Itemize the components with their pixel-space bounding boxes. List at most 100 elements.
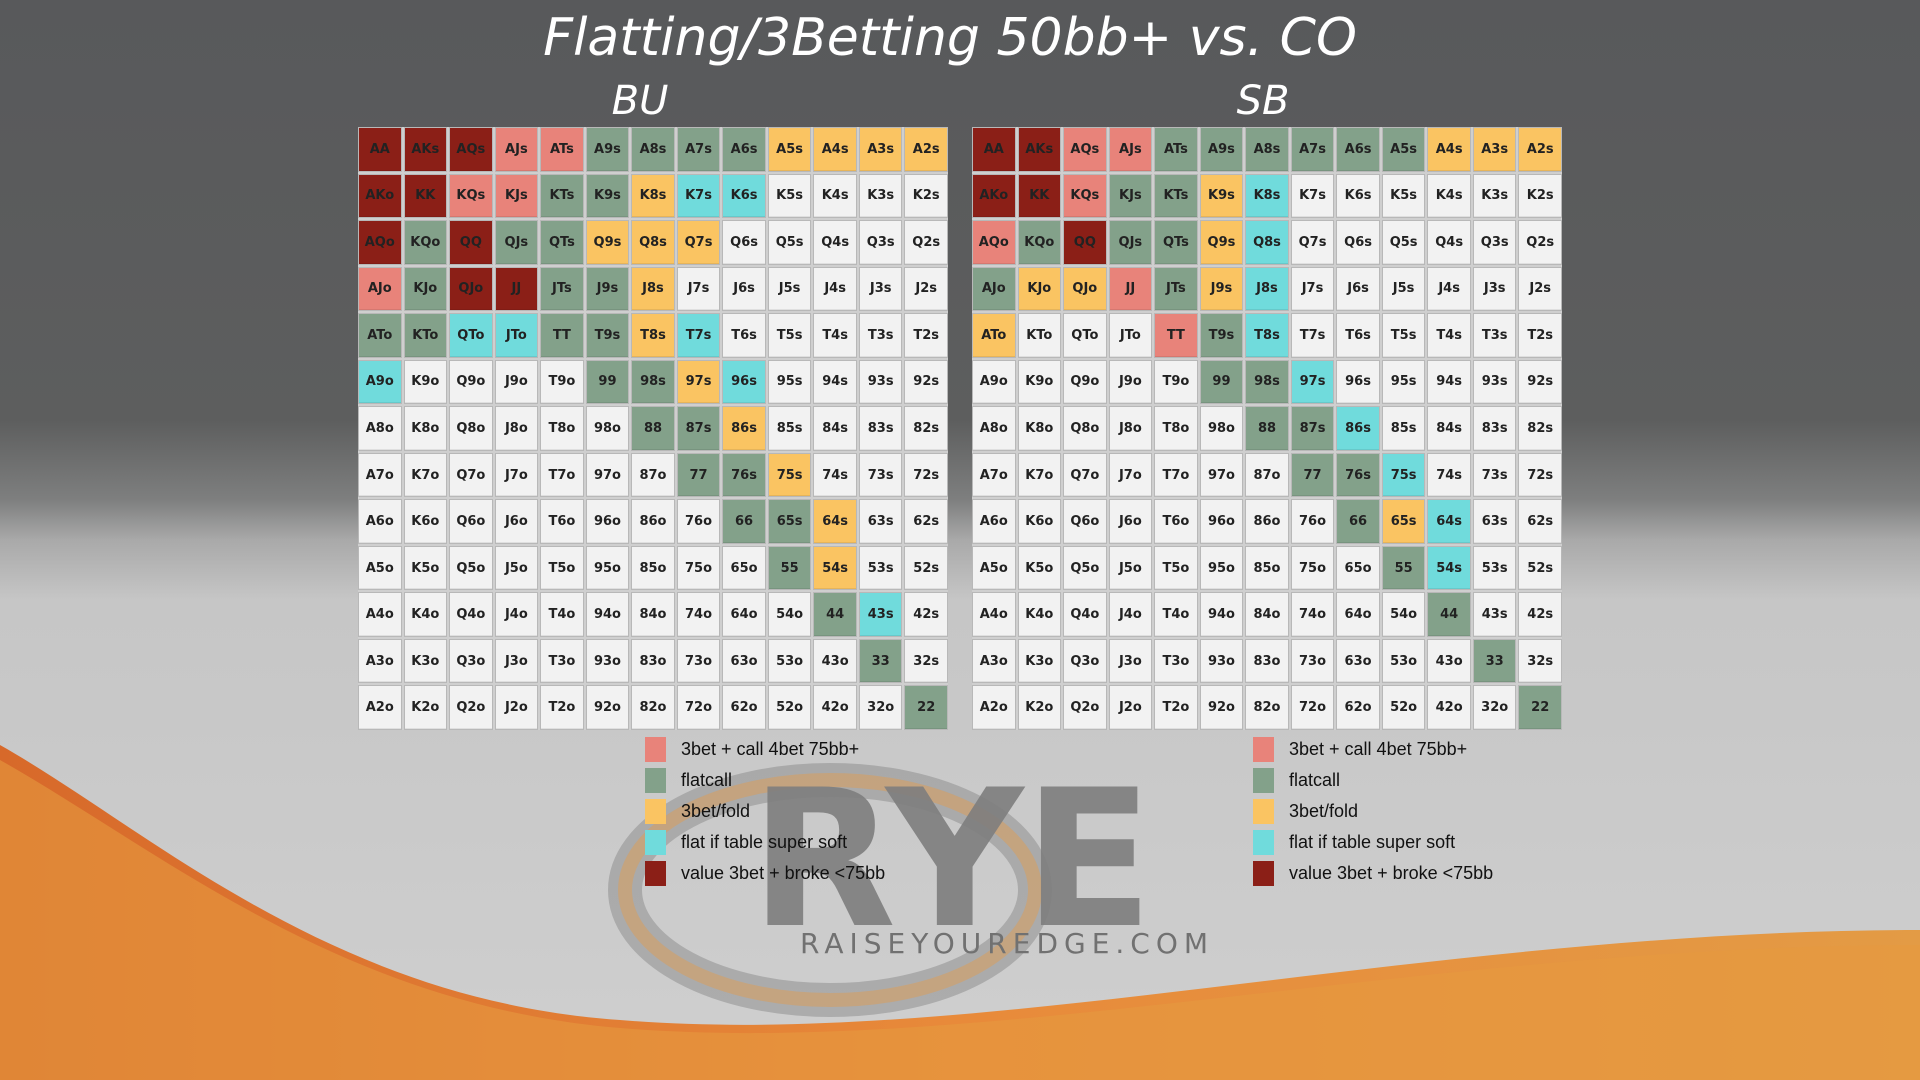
hand-cell-83o: 83o <box>631 638 675 684</box>
legend-label: 3bet + call 4bet 75bb+ <box>681 739 860 759</box>
hand-cell-A4s: A4s <box>813 127 857 172</box>
hand-cell-87o: 87o <box>631 452 675 498</box>
hand-cell-66: 66 <box>722 499 766 544</box>
panel-title-sb: SB <box>1236 78 1290 124</box>
legend-swatch <box>1253 768 1274 793</box>
hand-cell-A4s: A4s <box>1427 127 1471 172</box>
legend-swatch <box>1253 861 1274 886</box>
hand-cell-95s: 95s <box>767 359 812 405</box>
hand-cell-A3s: A3s <box>1472 127 1517 172</box>
hand-cell-KJo: KJo <box>1017 266 1062 312</box>
hand-cell-84s: 84s <box>813 406 857 451</box>
hand-cell-J2o: J2o <box>1108 685 1153 730</box>
hand-cell-A5s: A5s <box>1381 127 1426 172</box>
hand-cell-ATs: ATs <box>540 127 584 172</box>
hand-cell-54s: 54s <box>813 545 857 591</box>
hand-cell-A8o: A8o <box>358 406 402 451</box>
hand-cell-TT: TT <box>1154 313 1198 358</box>
hand-cell-JJ: JJ <box>494 266 539 312</box>
hand-cell-KJs: KJs <box>1108 173 1153 219</box>
hand-cell-74s: 74s <box>813 452 857 498</box>
hand-cell-86o: 86o <box>1245 499 1289 544</box>
hand-cell-J6o: J6o <box>1108 499 1153 544</box>
hand-cell-K5s: K5s <box>1381 173 1426 219</box>
hand-cell-T4s: T4s <box>813 313 857 358</box>
hand-cell-J4o: J4o <box>494 592 539 637</box>
hand-cell-42o: 42o <box>813 685 857 730</box>
hand-cell-65o: 65o <box>722 545 766 591</box>
hand-cell-A8o: A8o <box>972 406 1016 451</box>
hand-cell-A7o: A7o <box>972 452 1016 498</box>
hand-cell-42o: 42o <box>1427 685 1471 730</box>
hand-cell-T9o: T9o <box>1154 359 1198 405</box>
hand-cell-73o: 73o <box>1290 638 1335 684</box>
hand-cell-QTs: QTs <box>540 220 584 265</box>
hand-cell-A7o: A7o <box>358 452 402 498</box>
hand-cell-T9s: T9s <box>585 313 630 358</box>
hand-cell-Q6o: Q6o <box>1063 499 1107 544</box>
legend-swatch <box>645 737 666 762</box>
hand-cell-KTo: KTo <box>403 313 448 358</box>
legend-swatch <box>1253 799 1274 824</box>
hand-cell-ATo: ATo <box>358 313 402 358</box>
svg-text:RYE: RYE <box>750 749 1153 970</box>
hand-cell-73o: 73o <box>676 638 721 684</box>
legend-swatch <box>1253 737 1274 762</box>
legend-label: flat if table super soft <box>1289 832 1456 852</box>
hand-cell-Q3o: Q3o <box>449 638 493 684</box>
hand-cell-Q5o: Q5o <box>1063 545 1107 591</box>
hand-cell-A7s: A7s <box>676 127 721 172</box>
hand-cell-T2s: T2s <box>1518 313 1562 358</box>
hand-cell-T3s: T3s <box>858 313 903 358</box>
hand-cell-K8o: K8o <box>1017 406 1062 451</box>
hand-cell-73s: 73s <box>858 452 903 498</box>
hand-cell-88: 88 <box>631 406 675 451</box>
hand-cell-J7s: J7s <box>676 266 721 312</box>
hand-cell-J3s: J3s <box>1472 266 1517 312</box>
hand-cell-82o: 82o <box>631 685 675 730</box>
hand-cell-K3o: K3o <box>1017 638 1062 684</box>
hand-cell-63o: 63o <box>1336 638 1380 684</box>
hand-cell-92s: 92s <box>904 359 948 405</box>
hand-cell-65o: 65o <box>1336 545 1380 591</box>
hand-cell-A4o: A4o <box>358 592 402 637</box>
hand-cell-KK: KK <box>1017 173 1062 219</box>
hand-cell-AQs: AQs <box>449 127 493 172</box>
hand-cell-98o: 98o <box>585 406 630 451</box>
hand-cell-KQo: KQo <box>1017 220 1062 265</box>
legend-item: 3bet + call 4bet 75bb+ <box>645 734 885 765</box>
hand-cell-Q4o: Q4o <box>1063 592 1107 637</box>
hand-cell-QTs: QTs <box>1154 220 1198 265</box>
hand-cell-97s: 97s <box>1290 359 1335 405</box>
hand-cell-KQo: KQo <box>403 220 448 265</box>
hand-cell-54s: 54s <box>1427 545 1471 591</box>
hand-cell-Q3o: Q3o <box>1063 638 1107 684</box>
hand-cell-Q2s: Q2s <box>904 220 948 265</box>
hand-cell-T9o: T9o <box>540 359 584 405</box>
hand-cell-QQ: QQ <box>449 220 493 265</box>
hand-cell-T5s: T5s <box>767 313 812 358</box>
hand-cell-K7s: K7s <box>676 173 721 219</box>
hand-cell-Q2o: Q2o <box>449 685 493 730</box>
hand-cell-Q2s: Q2s <box>1518 220 1562 265</box>
hand-grid-bu: AA AKs AQs AJs ATs A9s A8s A7s A6s A5s A4s A3s A2s AK… <box>358 127 948 730</box>
hand-cell-J8o: J8o <box>1108 406 1153 451</box>
hand-cell-K7s: K7s <box>1290 173 1335 219</box>
hand-cell-AA: AA <box>358 127 402 172</box>
hand-cell-J9s: J9s <box>1199 266 1244 312</box>
hand-cell-T5o: T5o <box>1154 545 1198 591</box>
hand-cell-Q8o: Q8o <box>449 406 493 451</box>
hand-cell-T4o: T4o <box>1154 592 1198 637</box>
hand-cell-T6s: T6s <box>722 313 766 358</box>
hand-cell-63s: 63s <box>858 499 903 544</box>
hand-cell-Q8s: Q8s <box>631 220 675 265</box>
hand-cell-K8o: K8o <box>403 406 448 451</box>
hand-cell-76s: 76s <box>1336 452 1380 498</box>
hand-cell-96o: 96o <box>1199 499 1244 544</box>
legend-label: 3bet/fold <box>1289 801 1359 821</box>
hand-cell-85s: 85s <box>1381 406 1426 451</box>
hand-cell-72o: 72o <box>1290 685 1335 730</box>
hand-cell-54o: 54o <box>767 592 812 637</box>
hand-cell-63s: 63s <box>1472 499 1517 544</box>
hand-cell-95s: 95s <box>1381 359 1426 405</box>
